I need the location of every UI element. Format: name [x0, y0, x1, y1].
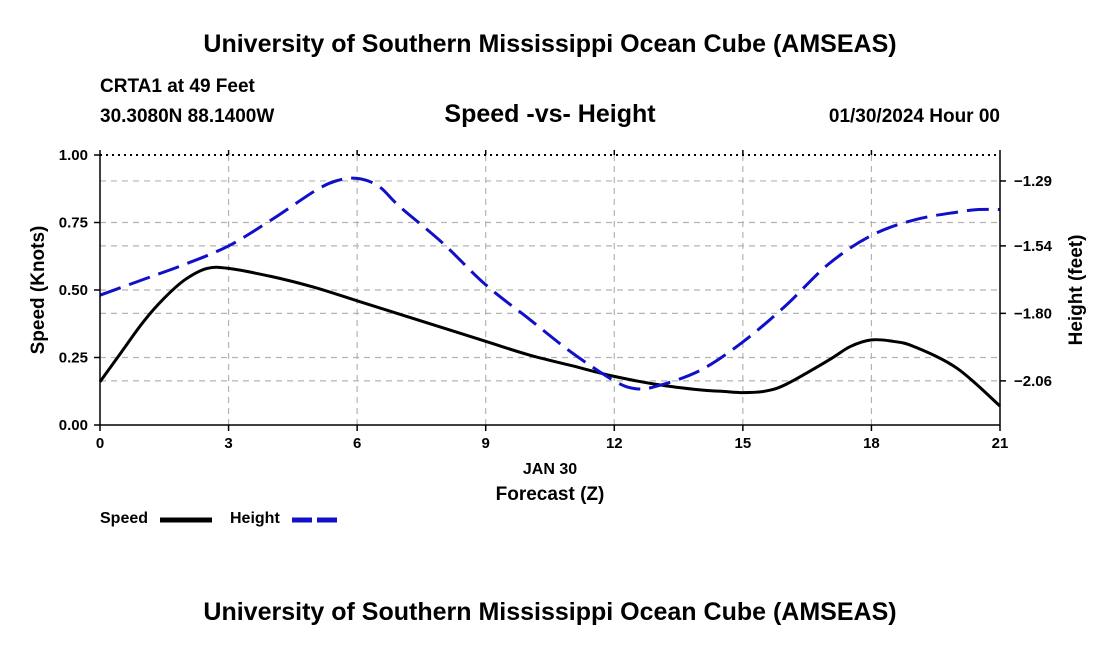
y-tick-label-left: 0.75 — [59, 215, 88, 232]
tick-layer: 0 3 6 9 12 15 18 21 0.00 0.25 0.50 0.75 1.00 −2.06 −1.… — [59, 147, 1053, 452]
x-tick-label: 21 — [992, 435, 1009, 452]
x-tick-label: 12 — [606, 435, 623, 452]
series-layer — [98, 176, 1001, 408]
forecast-datetime: 01/30/2024 Hour 00 — [828, 106, 1000, 127]
y-tick-label-left: 0.00 — [59, 417, 88, 434]
y-tick-label-left: 0.50 — [59, 282, 88, 299]
footer-title: University of Southern Mississippi Ocean… — [203, 598, 897, 626]
series-line-height — [99, 176, 1001, 391]
y-tick-label-left: 1.00 — [59, 147, 88, 164]
x-tick-label: 6 — [353, 435, 361, 452]
y-tick-label-right: −1.29 — [1014, 173, 1052, 190]
grid-lines — [100, 155, 1000, 425]
x-axis-label: Forecast (Z) — [496, 484, 605, 505]
y-axis-label-left: Speed (Knots) — [28, 226, 49, 355]
station-label: CRTA1 at 49 Feet — [100, 76, 255, 97]
y-axis-label-right: Height (feet) — [1066, 235, 1087, 346]
x-tick-label: 15 — [735, 435, 752, 452]
legend-speed-label: Speed — [100, 510, 149, 527]
y-tick-label-right: −2.06 — [1014, 373, 1052, 390]
chart-title: University of Southern Mississippi Ocean… — [203, 30, 897, 58]
series-line-speed — [98, 265, 1001, 408]
x-tick-label: 9 — [482, 435, 490, 452]
x-tick-label: 3 — [224, 435, 232, 452]
chart-subtitle: Speed -vs- Height — [444, 100, 656, 128]
x-axis-date-label: JAN 30 — [523, 461, 577, 478]
x-tick-label: 0 — [96, 435, 104, 452]
y-tick-label-right: −1.54 — [1014, 238, 1053, 255]
legend-height-label: Height — [230, 510, 280, 527]
x-tick-label: 18 — [863, 435, 880, 452]
station-coordinates: 30.3080N 88.1400W — [100, 106, 275, 127]
y-tick-label-right: −1.80 — [1014, 305, 1052, 322]
y-tick-label-left: 0.25 — [59, 350, 88, 367]
